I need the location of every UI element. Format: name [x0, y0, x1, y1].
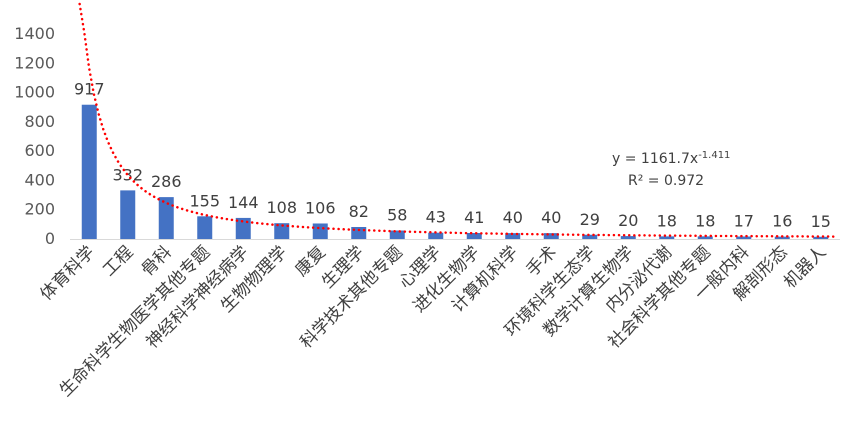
y-tick-label: 400	[24, 170, 55, 189]
equation-exponent: -1.411	[698, 150, 730, 161]
bar	[697, 236, 713, 239]
data-label: 18	[695, 211, 715, 230]
r-squared-label: R² = 0.972	[628, 173, 704, 189]
data-label: 29	[580, 210, 600, 229]
bar	[466, 232, 482, 239]
data-label: 40	[503, 208, 523, 227]
data-label: 106	[305, 198, 336, 217]
bar	[659, 236, 675, 239]
bar	[81, 104, 97, 239]
data-label: 286	[151, 172, 182, 191]
y-tick-label: 800	[24, 112, 55, 131]
bar	[158, 197, 174, 239]
trendline-equation: y = 1161.7x-1.411 R² = 0.972	[612, 150, 730, 190]
trendline	[78, 2, 838, 238]
bar	[197, 216, 213, 239]
y-axis-tick-labels: 0 200 400 600 800 1000 1200 1400	[14, 24, 55, 248]
bar	[312, 223, 328, 239]
bar	[389, 230, 405, 239]
data-label: 43	[426, 208, 446, 227]
category-label: 体育科学	[37, 242, 99, 304]
equation-prefix: y = 1161.7x	[612, 151, 698, 167]
y-tick-label: 200	[24, 200, 55, 219]
y-tick-label: 1400	[14, 24, 55, 43]
data-label: 58	[387, 206, 407, 225]
data-label: 40	[541, 208, 561, 227]
category-label: 机器人	[780, 242, 830, 292]
y-tick-label: 0	[45, 229, 55, 248]
y-tick-label: 1000	[14, 83, 55, 102]
bar	[543, 233, 559, 239]
bars-group	[81, 104, 829, 239]
data-label: 18	[657, 211, 677, 230]
data-label: 20	[618, 211, 638, 230]
bar	[120, 190, 136, 239]
data-label: 82	[349, 202, 369, 221]
bar	[813, 236, 829, 239]
bar	[428, 232, 444, 239]
data-label: 108	[266, 198, 297, 217]
category-label: 工程	[99, 242, 137, 280]
data-label: 16	[772, 212, 792, 231]
bar	[505, 233, 521, 239]
data-label: 917	[74, 80, 105, 99]
bar	[620, 236, 636, 239]
data-label: 17	[734, 212, 754, 231]
bar	[774, 236, 790, 239]
bar	[274, 223, 290, 239]
bar	[582, 234, 598, 239]
bar	[736, 236, 752, 239]
data-label: 15	[811, 212, 831, 231]
y-tick-label: 1200	[14, 53, 55, 72]
y-tick-label: 600	[24, 141, 55, 160]
bar	[235, 217, 251, 239]
data-label: 144	[228, 193, 259, 212]
data-label: 41	[464, 208, 484, 227]
trendline-equation-text: y = 1161.7x-1.411	[612, 150, 730, 168]
data-label: 155	[189, 191, 220, 210]
